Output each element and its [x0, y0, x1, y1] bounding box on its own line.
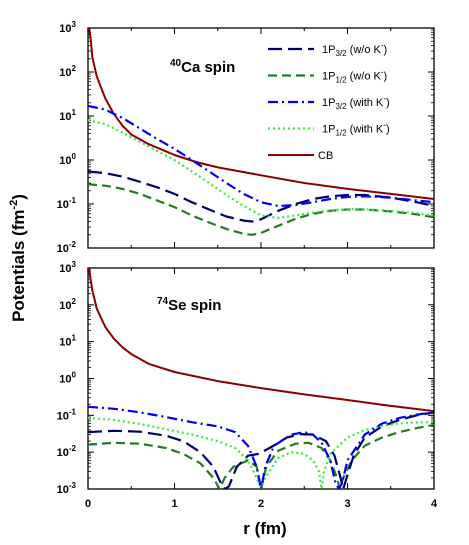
legend-label-sub: 3/2	[335, 49, 347, 58]
y-axis-title-sup: -2	[8, 200, 20, 210]
legend-label-pre: 1P	[322, 44, 335, 56]
y-tick-base: 10	[59, 67, 71, 79]
panel-label-sup: 40	[170, 58, 182, 69]
legend: 1P3/2 (w/o K-)1P1/2 (w/o K-)1P3/2 (with …	[268, 41, 390, 162]
legend-label-sub: 1/2	[335, 76, 347, 85]
legend-label-sub: 3/2	[335, 102, 347, 111]
y-tick-label: 101	[59, 334, 76, 349]
panel-label: 74Se spin	[157, 296, 221, 314]
panel-frame	[87, 267, 435, 490]
legend-label-sup: -	[381, 68, 384, 77]
y-tick-base: 10	[59, 23, 71, 35]
y-axis-title: Potentials (fm-2)	[8, 194, 28, 322]
y-tick-exp: 1	[72, 108, 77, 117]
y-tick-exp: -2	[69, 240, 77, 249]
series-line-p12_wo	[88, 423, 434, 489]
y-tick-exp: 1	[72, 334, 77, 343]
y-tick-label: 10-2	[57, 240, 77, 255]
legend-label-sub: 1/2	[335, 129, 347, 138]
y-tick-exp: 0	[72, 371, 77, 380]
y-tick-exp: 3	[72, 260, 77, 269]
y-tick-exp: -1	[69, 407, 77, 416]
legend-label-sup: -	[383, 94, 386, 103]
y-tick-base: 10	[59, 337, 71, 349]
y-tick-label: 103	[59, 260, 76, 275]
legend-label-post: (with K	[347, 124, 384, 136]
legend-label-post: (with K	[347, 97, 384, 109]
x-axis-title: r (fm)	[243, 519, 286, 538]
legend-label: 1P1/2 (w/o K-)	[322, 68, 387, 85]
legend-label-post: (w/o K	[347, 44, 382, 56]
series-line-p12_with	[88, 119, 434, 220]
series-line-p12_wo	[88, 183, 434, 236]
legend-label-end: )	[384, 44, 388, 56]
legend-label-sup: -	[383, 121, 386, 130]
y-tick-base: 10	[59, 300, 71, 312]
x-tick-label: 1	[171, 498, 177, 510]
y-tick-label: 102	[59, 297, 76, 312]
y-tick-exp: -2	[69, 444, 77, 453]
panel-frame	[87, 27, 435, 249]
y-tick-label: 103	[59, 20, 76, 35]
y-tick-base: 10	[57, 447, 69, 459]
legend-label-post: (w/o K	[347, 71, 382, 83]
legend-label: 1P1/2 (with K-)	[322, 121, 390, 138]
legend-label-end: )	[384, 71, 388, 83]
legend-label: 1P3/2 (w/o K-)	[322, 41, 387, 58]
y-tick-base: 10	[59, 263, 71, 275]
series-line-p12_with	[88, 416, 434, 489]
series-line-p32_wo	[88, 170, 434, 223]
legend-label-end: )	[386, 124, 390, 136]
panel-label-text: Se spin	[168, 297, 221, 314]
y-tick-exp: -3	[69, 481, 77, 490]
y-tick-label: 10-2	[57, 444, 77, 459]
x-tick-label: 4	[431, 498, 438, 510]
panel-label: 40Ca spin	[170, 58, 235, 76]
series-line-p32_with	[88, 405, 434, 489]
y-tick-label: 102	[59, 64, 76, 79]
series-line-cb	[88, 28, 434, 200]
series-line-p32_wo	[88, 411, 434, 489]
y-tick-label: 101	[59, 108, 76, 123]
series-line-p32_with	[88, 104, 434, 208]
legend-label-pre: 1P	[322, 71, 335, 83]
legend-label: CB	[318, 150, 333, 162]
y-tick-base: 10	[57, 243, 69, 255]
y-tick-exp: 2	[72, 64, 77, 73]
y-tick-base: 10	[59, 155, 71, 167]
y-tick-base: 10	[57, 410, 69, 422]
x-tick-label: 2	[258, 498, 264, 510]
y-tick-base: 10	[59, 374, 71, 386]
panel-label-text: Ca spin	[181, 59, 235, 76]
y-tick-label: 10-1	[57, 196, 77, 211]
legend-label-end: )	[386, 97, 390, 109]
y-tick-label: 100	[59, 371, 76, 386]
legend-label: 1P3/2 (with K-)	[322, 94, 390, 111]
legend-label-pre: 1P	[322, 124, 335, 136]
y-tick-exp: 3	[72, 20, 77, 29]
legend-label-pre: CB	[318, 150, 333, 162]
y-axis-title-main: Potentials (fm	[9, 210, 28, 322]
legend-label-pre: 1P	[322, 97, 335, 109]
y-tick-exp: 2	[72, 297, 77, 306]
y-tick-base: 10	[57, 199, 69, 211]
series-group	[88, 28, 434, 236]
x-tick-label: 3	[344, 498, 350, 510]
y-tick-base: 10	[59, 111, 71, 123]
legend-label-sup: -	[381, 41, 384, 50]
y-tick-label: 100	[59, 152, 76, 167]
series-line-cb	[88, 268, 434, 413]
y-axis-title-close: )	[9, 194, 28, 200]
panel-label-sup: 74	[157, 296, 169, 307]
y-tick-base: 10	[57, 484, 69, 496]
y-tick-exp: -1	[69, 196, 77, 205]
y-tick-label: 10-3	[57, 481, 77, 496]
series-group	[88, 268, 434, 489]
x-tick-label: 0	[85, 498, 91, 510]
y-tick-exp: 0	[72, 152, 77, 161]
y-tick-label: 10-1	[57, 407, 77, 422]
